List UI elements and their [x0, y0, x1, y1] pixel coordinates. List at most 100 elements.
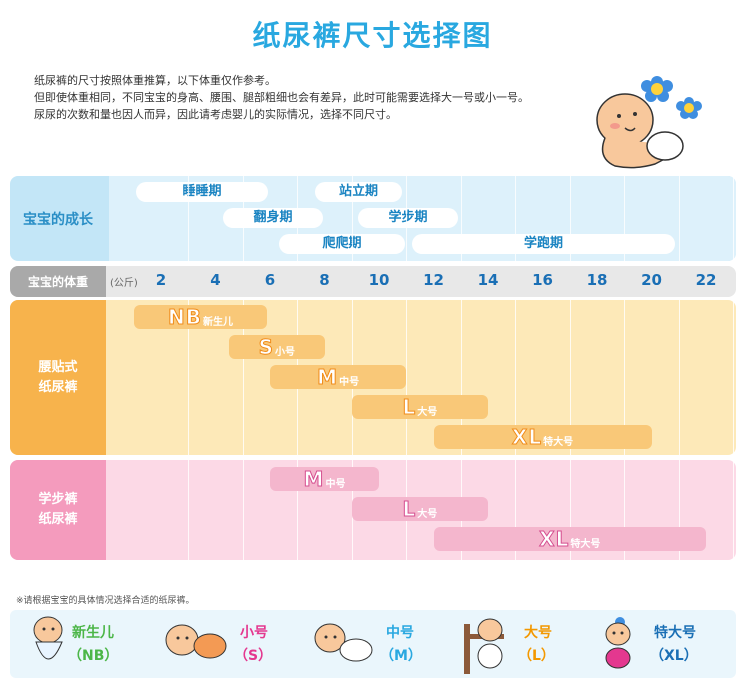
legend-code: （S） [234, 648, 273, 664]
grid-line [733, 300, 735, 455]
phase-crawl: 爬爬期 [279, 234, 405, 254]
legend-name: 特大号 [654, 625, 696, 641]
weight-tick: 8 [319, 271, 330, 289]
size-name: 大号 [417, 406, 438, 418]
size-name: 中号 [325, 478, 346, 490]
lying-baby-icon [165, 624, 227, 659]
weight-tick: 14 [477, 271, 499, 289]
grid-line [406, 176, 408, 261]
grid-line [242, 176, 244, 261]
waist-label-line: 腰贴式 [38, 359, 78, 375]
phase-sleep: 睡睡期 [136, 182, 268, 202]
grid-line [624, 300, 626, 455]
grid-line [297, 460, 299, 560]
size-code: M [317, 365, 339, 390]
standing-baby-icon [464, 618, 504, 674]
intro-line: 尿尿的次数和量也因人而异，因此请考虑婴儿的实际情况，选择不同尺寸。 [34, 108, 397, 121]
waist-size-bar-m: M 中号 [270, 365, 407, 390]
crawling-baby-icon [314, 623, 373, 662]
pants-size-bar-l: L 大号 [351, 497, 488, 522]
size-name: 中号 [339, 376, 360, 388]
weight-row [10, 266, 736, 297]
grid-line [242, 300, 244, 455]
intro-line: 纸尿裤的尺寸按照体重推算，以下体重仅作参考。 [34, 74, 276, 87]
grid-line [569, 176, 571, 261]
legend-code: （M） [380, 648, 422, 664]
legend-item-s: 小号 （S） [162, 612, 302, 678]
grid-line [406, 300, 408, 455]
weight-tick: 2 [155, 271, 167, 289]
size-name: 大号 [417, 508, 438, 520]
grid-line [297, 176, 299, 261]
grid-line [678, 460, 680, 560]
legend-item-l: 大号 （L） [458, 612, 588, 678]
waist-label-line: 纸尿裤 [38, 379, 78, 395]
size-code: S [258, 335, 275, 360]
selection-note: ※请根据宝宝的具体情况选择合适的纸尿裤。 [16, 596, 195, 606]
waist-size-bar-l: L 大号 [351, 395, 488, 420]
grid-line [242, 460, 244, 560]
weight-tick: 18 [586, 271, 608, 289]
weight-tick: 20 [641, 271, 662, 289]
pants-size-bar-m: M 中号 [270, 467, 379, 492]
size-code: L [402, 497, 417, 522]
grid-line [515, 460, 517, 560]
running-baby-icon [605, 617, 631, 669]
legend-name: 新生儿 [72, 625, 114, 641]
size-code: NB [168, 305, 202, 330]
grid-line [460, 176, 462, 261]
grid-line [624, 460, 626, 560]
grid-line [188, 460, 190, 560]
pants-label-line: 学步裤 [38, 492, 78, 507]
legend-item-m: 中号 （M） [308, 612, 448, 678]
grid-line [678, 176, 680, 261]
waist-size-bar-nb: NB 新生儿 [133, 305, 268, 330]
grid-line [188, 300, 190, 455]
size-code: L [402, 395, 417, 420]
legend-code: （L） [518, 648, 555, 664]
waist-size-bar-xl: XL 特大号 [433, 425, 652, 450]
flower-icon [641, 76, 673, 102]
crawling-baby-illustration [596, 76, 702, 169]
weight-tick: 12 [423, 271, 444, 289]
phase-run: 学跑期 [412, 234, 675, 254]
intro-text: 纸尿裤的尺寸按照体重推算，以下体重仅作参考。 但即使体重相同，不同宝宝的身高、腰… [34, 72, 594, 123]
grid-line [188, 176, 190, 261]
grid-line [733, 176, 735, 261]
size-code: XL [511, 425, 543, 450]
size-name: 小号 [275, 346, 296, 358]
waist-type-label: 腰贴式 纸尿裤 [10, 300, 106, 455]
grid-line [624, 176, 626, 261]
weight-tick: 10 [368, 271, 390, 289]
grid-line [678, 300, 680, 455]
size-code: M [303, 467, 325, 492]
legend-name: 小号 [240, 625, 268, 641]
pants-size-bar-xl: XL 特大号 [433, 527, 706, 552]
size-name: 特大号 [570, 538, 601, 550]
phase-walk: 学步期 [358, 208, 458, 228]
weight-tick: 22 [695, 271, 717, 289]
phase-roll: 翻身期 [223, 208, 323, 228]
pants-label-line: 纸尿裤 [38, 512, 78, 527]
grid-line [351, 176, 353, 261]
grid-line [569, 300, 571, 455]
legend-item-nb: 新生儿 （NB） [24, 612, 164, 678]
growth-label: 宝宝的成长 [23, 211, 93, 228]
grid-line [569, 460, 571, 560]
weight-tick: 16 [532, 271, 553, 289]
weight-tick: 4 [210, 271, 221, 289]
grid-line [515, 300, 517, 455]
intro-line: 但即使体重相同，不同宝宝的身高、腰围、腿部粗细也会有差异，此时可能需要选择大一号… [34, 91, 529, 104]
size-name: 新生儿 [203, 316, 233, 328]
size-name: 特大号 [543, 436, 574, 448]
newborn-baby-icon [33, 616, 63, 660]
size-code: XL [539, 527, 570, 552]
phase-stand: 站立期 [315, 182, 402, 202]
weight-tick: 6 [264, 271, 276, 289]
legend-name: 中号 [386, 625, 414, 641]
legend-code: （XL） [650, 648, 698, 664]
legend-item-xl: 特大号 （XL） [590, 612, 730, 678]
legend-code: （NB） [68, 648, 119, 664]
pants-type-label: 学步裤 纸尿裤 [10, 460, 106, 560]
grid-line [733, 460, 735, 560]
